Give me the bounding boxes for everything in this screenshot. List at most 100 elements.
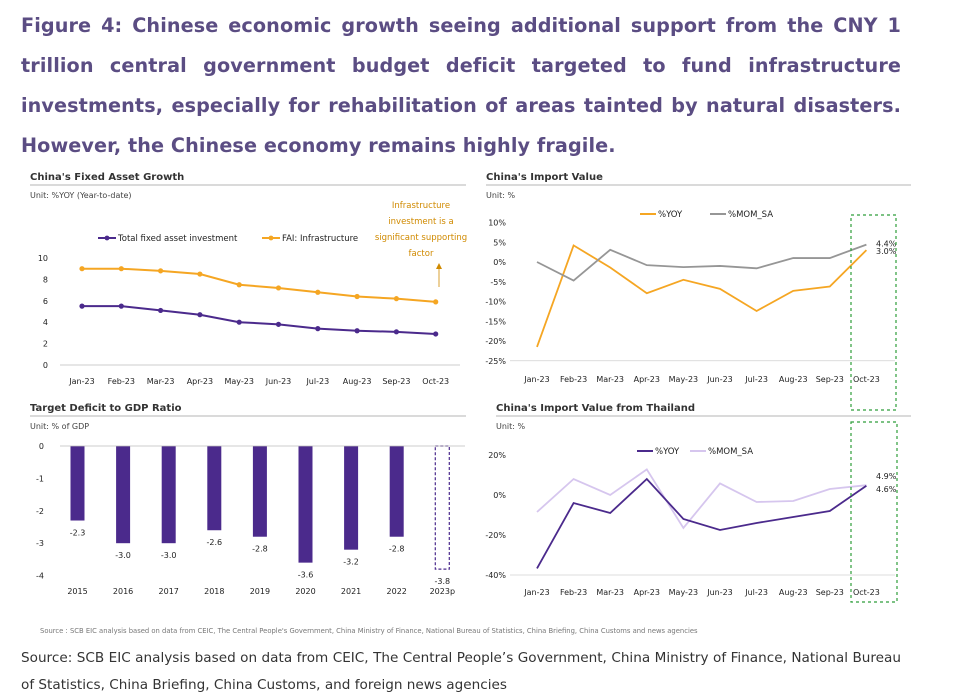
- import-end-label: 3.0%: [876, 247, 897, 256]
- thai-x-tick: May-23: [669, 588, 698, 597]
- deficit-y-tick: -1: [36, 474, 44, 483]
- fai-y-tick: 6: [43, 297, 48, 306]
- deficit-x-tick: 2021: [341, 587, 361, 596]
- thai-x-tick: Jan-23: [523, 588, 549, 597]
- thai-series-line: [536, 468, 867, 530]
- fai-data-point: [197, 271, 203, 277]
- deficit-y-tick: -4: [36, 572, 44, 581]
- import-series-line: [536, 244, 868, 348]
- thai-end-label: 4.9%: [876, 472, 897, 481]
- import-chart: -25% -20% -15% -10% -5% 0% 5% 10% Jan-23 Feb-23 Ma…: [485, 210, 896, 384]
- import-y-tick: 0%: [493, 258, 506, 267]
- import-y-tick: -15%: [485, 317, 506, 326]
- fai-data-point: [354, 328, 360, 334]
- fai-x-tick: Mar-23: [147, 377, 175, 386]
- deficit-bar: [344, 446, 359, 550]
- deficit-bar-label: -3.0: [161, 551, 177, 560]
- fai-series-line: [82, 267, 436, 303]
- deficit-bar-label: -2.8: [389, 545, 405, 554]
- thai-y-tick: 20%: [488, 451, 506, 460]
- annotation-line-2: investment is a: [388, 217, 453, 227]
- deficit-unit: Unit: % of GDP: [30, 422, 89, 431]
- fai-unit: Unit: %YOY (Year-to-date): [30, 191, 132, 200]
- thai-x-tick: Aug-23: [779, 588, 808, 597]
- fai-y-tick: 8: [43, 275, 48, 284]
- import-x-tick: Feb-23: [560, 375, 587, 384]
- fai-data-point: [393, 329, 399, 335]
- thai-x-tick: Feb-23: [560, 588, 587, 597]
- thai-oct-highlight: [850, 421, 898, 603]
- fai-data-point: [354, 293, 360, 300]
- deficit-bar-projected: [434, 445, 450, 570]
- fai-legend-label: FAI: Infrastructure: [282, 234, 358, 244]
- figure-small-source: Source : SCB EIC analysis based on data …: [40, 627, 698, 635]
- fai-y-tick: 4: [43, 318, 48, 327]
- annotation-line-4: factor: [409, 249, 434, 259]
- deficit-x-tick: 2016: [113, 587, 133, 596]
- import-x-tick: Mar-23: [596, 375, 624, 384]
- fai-data-point: [79, 303, 85, 309]
- fai-data-point: [315, 289, 321, 295]
- fai-title: China's Fixed Asset Growth: [30, 172, 184, 183]
- thai-x-tick: Sep-23: [816, 588, 844, 597]
- import-series-line: [536, 243, 867, 282]
- import-x-tick: May-23: [669, 375, 698, 384]
- deficit-bar: [252, 446, 267, 537]
- fai-x-tick: Apr-23: [187, 377, 213, 386]
- thai-title: China's Import Value from Thailand: [496, 403, 695, 414]
- deficit-x-tick: 2020: [295, 587, 315, 596]
- annotation-line-1: Infrastructure: [392, 201, 450, 211]
- fai-data-point: [236, 282, 242, 288]
- deficit-bar-label: -2.8: [252, 545, 268, 554]
- fai-x-tick: Jul-23: [305, 377, 329, 386]
- deficit-bar-label: -3.2: [343, 558, 359, 567]
- deficit-bar-label: -2.6: [206, 538, 222, 547]
- deficit-bar: [70, 446, 85, 521]
- import-legend-label: %YOY: [658, 210, 683, 220]
- import-legend-label: %MOM_SA: [728, 210, 773, 220]
- figure-title: Figure 4: Chinese economic growth seeing…: [21, 14, 901, 157]
- fai-data-point: [79, 266, 85, 272]
- deficit-x-tick: 2017: [159, 587, 179, 596]
- import-end-label: 4.4%: [876, 240, 897, 249]
- deficit-x-tick: 2022: [387, 587, 407, 596]
- fai-data-point: [393, 296, 399, 302]
- fai-x-tick: May-23: [224, 377, 253, 386]
- import-unit: Unit: %: [486, 191, 516, 200]
- fai-data-point: [118, 266, 124, 272]
- fai-y-tick: 10: [38, 254, 48, 263]
- thai-x-tick: Jun-23: [706, 588, 733, 597]
- fai-data-point: [158, 268, 164, 274]
- fai-data-point: [197, 312, 203, 318]
- thai-series-line: [536, 477, 867, 569]
- thai-x-tick: Jul-23: [744, 588, 768, 597]
- import-y-tick: 5%: [493, 238, 506, 247]
- fai-data-point: [433, 331, 439, 337]
- fai-data-point: [315, 326, 321, 332]
- import-x-tick: Aug-23: [779, 375, 808, 384]
- import-x-tick: Jun-23: [706, 375, 733, 384]
- fai-x-tick: Oct-23: [422, 377, 449, 386]
- fai-x-tick: Aug-23: [343, 377, 372, 386]
- thai-y-tick: 0%: [493, 491, 506, 500]
- fai-x-tick: Jun-23: [265, 377, 292, 386]
- fai-data-point: [433, 299, 439, 305]
- deficit-y-tick: -3: [36, 539, 44, 548]
- deficit-bar: [207, 446, 222, 531]
- deficit-bar-label: -3.8: [434, 577, 450, 586]
- thai-y-tick: -20%: [485, 531, 506, 540]
- deficit-bar: [116, 446, 131, 544]
- deficit-x-tick: 2019: [250, 587, 270, 596]
- deficit-y-tick: 0: [39, 442, 44, 451]
- import-x-tick: Jul-23: [744, 375, 768, 384]
- fai-y-tick: 2: [43, 340, 48, 349]
- deficit-bar: [389, 446, 404, 537]
- deficit-bar-label: -3.6: [298, 571, 314, 580]
- deficit-x-tick: 2023p: [430, 587, 455, 596]
- fai-data-point: [236, 319, 242, 325]
- thai-x-tick: Oct-23: [853, 588, 880, 597]
- import-y-tick: -20%: [485, 337, 506, 346]
- thai-y-tick: -40%: [485, 571, 506, 580]
- deficit-bar-label: -2.3: [70, 529, 86, 538]
